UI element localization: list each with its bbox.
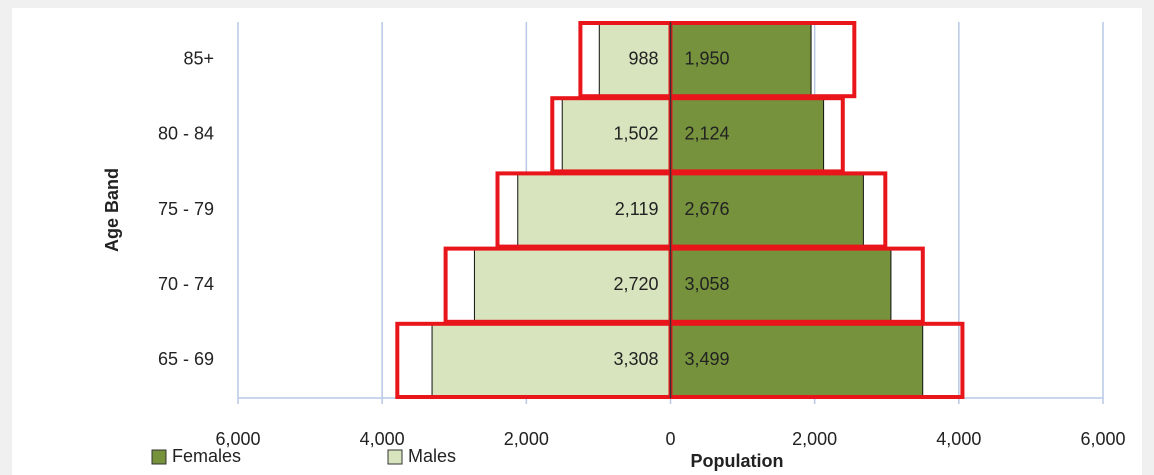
y-tick-label: 65 - 69 xyxy=(158,349,214,369)
legend-swatch xyxy=(151,449,167,465)
data-label: 3,058 xyxy=(685,274,730,294)
x-tick-label: 4,000 xyxy=(936,429,981,449)
data-label: 1,502 xyxy=(613,124,658,144)
bar xyxy=(598,23,672,97)
data-label: 2,119 xyxy=(615,199,659,219)
bar xyxy=(670,23,812,97)
y-tick-label: 80 - 84 xyxy=(158,124,214,144)
legend-label: Males xyxy=(408,446,456,466)
bar xyxy=(561,98,671,172)
x-tick-label: 2,000 xyxy=(504,429,549,449)
x-tick-label: 2,000 xyxy=(792,429,837,449)
data-label: 3,308 xyxy=(613,349,658,369)
data-label: 2,720 xyxy=(613,274,658,294)
data-label: 2,676 xyxy=(685,199,730,219)
x-tick-label: 0 xyxy=(665,429,675,449)
x-axis-title: Population xyxy=(691,451,784,471)
y-tick-label: 85+ xyxy=(183,48,214,68)
x-tick-label: 4,000 xyxy=(360,429,405,449)
y-tick-label: 75 - 79 xyxy=(158,199,214,219)
legend-swatch xyxy=(387,449,403,465)
data-label: 1,950 xyxy=(685,48,730,68)
bar xyxy=(670,248,892,322)
data-label: 988 xyxy=(628,48,658,68)
bar xyxy=(517,173,672,247)
data-label: 2,124 xyxy=(685,124,730,144)
data-label: 3,499 xyxy=(685,349,730,369)
legend-label: Females xyxy=(172,446,241,466)
bar xyxy=(473,248,671,322)
x-tick-label: 6,000 xyxy=(215,429,260,449)
y-axis-title: Age Band xyxy=(102,168,122,252)
x-tick-label: 6,000 xyxy=(1080,429,1125,449)
bar xyxy=(670,173,864,247)
y-tick-label: 70 - 74 xyxy=(158,274,214,294)
